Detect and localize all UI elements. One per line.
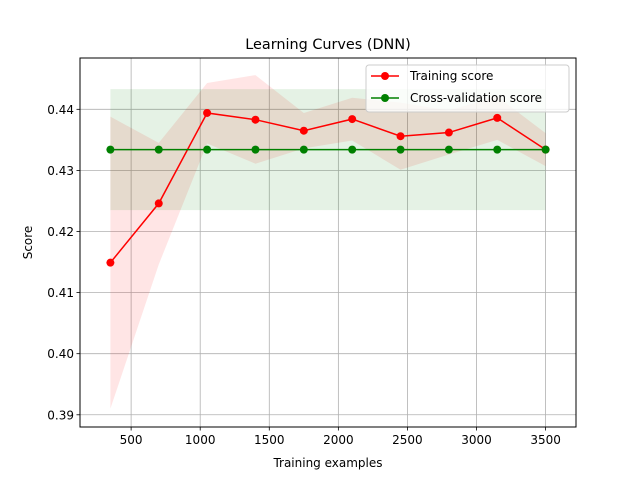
training-score-point — [493, 113, 502, 122]
cv-score-point — [348, 145, 357, 154]
x-tick-label: 3000 — [461, 433, 492, 447]
cv-score-point — [203, 145, 212, 154]
x-axis-ticks: 500 1000 1500 2000 2500 3000 3500 — [120, 427, 561, 447]
legend-marker-training — [381, 72, 389, 80]
x-tick-label: 2500 — [392, 433, 423, 447]
y-axis-ticks: 0.39 0.40 0.41 0.42 0.43 0.44 — [47, 103, 80, 422]
y-axis-label: Score — [21, 226, 35, 260]
x-tick-label: 3500 — [530, 433, 561, 447]
training-score-point — [203, 108, 212, 117]
training-score-line — [109, 112, 547, 264]
y-tick-label: 0.43 — [47, 164, 74, 178]
training-score-point — [299, 126, 308, 135]
x-tick-label: 1500 — [254, 433, 285, 447]
training-score-point — [444, 128, 453, 137]
cv-score-point — [299, 145, 308, 154]
legend-label-cv: Cross-validation score — [410, 91, 542, 105]
cv-score-point — [251, 145, 260, 154]
cv-score-point — [444, 145, 453, 154]
legend: Training score Cross-validation score — [365, 64, 570, 113]
y-tick-label: 0.40 — [47, 347, 74, 361]
plot-frame — [79, 57, 577, 428]
legend-marker-cv — [381, 94, 389, 102]
cv-score-point — [396, 145, 405, 154]
series-lines — [109, 112, 547, 264]
chart-title: Learning Curves (DNN) — [245, 37, 410, 53]
cv-score-point — [106, 145, 115, 154]
cv-score-point — [541, 145, 550, 154]
x-axis-label: Training examples — [272, 456, 382, 470]
legend-box — [365, 64, 570, 113]
training-score-point — [348, 115, 357, 124]
cv-score-point — [493, 145, 502, 154]
training-score-point — [154, 199, 163, 208]
grid — [80, 58, 576, 427]
x-tick-label: 500 — [120, 433, 143, 447]
y-tick-label: 0.41 — [47, 286, 74, 300]
legend-label-training: Training score — [409, 69, 493, 83]
y-tick-label: 0.44 — [47, 103, 74, 117]
series-markers — [106, 108, 550, 267]
training-score-point — [106, 258, 115, 267]
training-score-point — [396, 132, 405, 141]
y-tick-label: 0.42 — [47, 225, 74, 239]
x-tick-label: 1000 — [185, 433, 216, 447]
cv-score-point — [154, 145, 163, 154]
training-score-point — [251, 115, 260, 124]
x-tick-label: 2000 — [323, 433, 354, 447]
y-tick-label: 0.39 — [47, 408, 74, 422]
